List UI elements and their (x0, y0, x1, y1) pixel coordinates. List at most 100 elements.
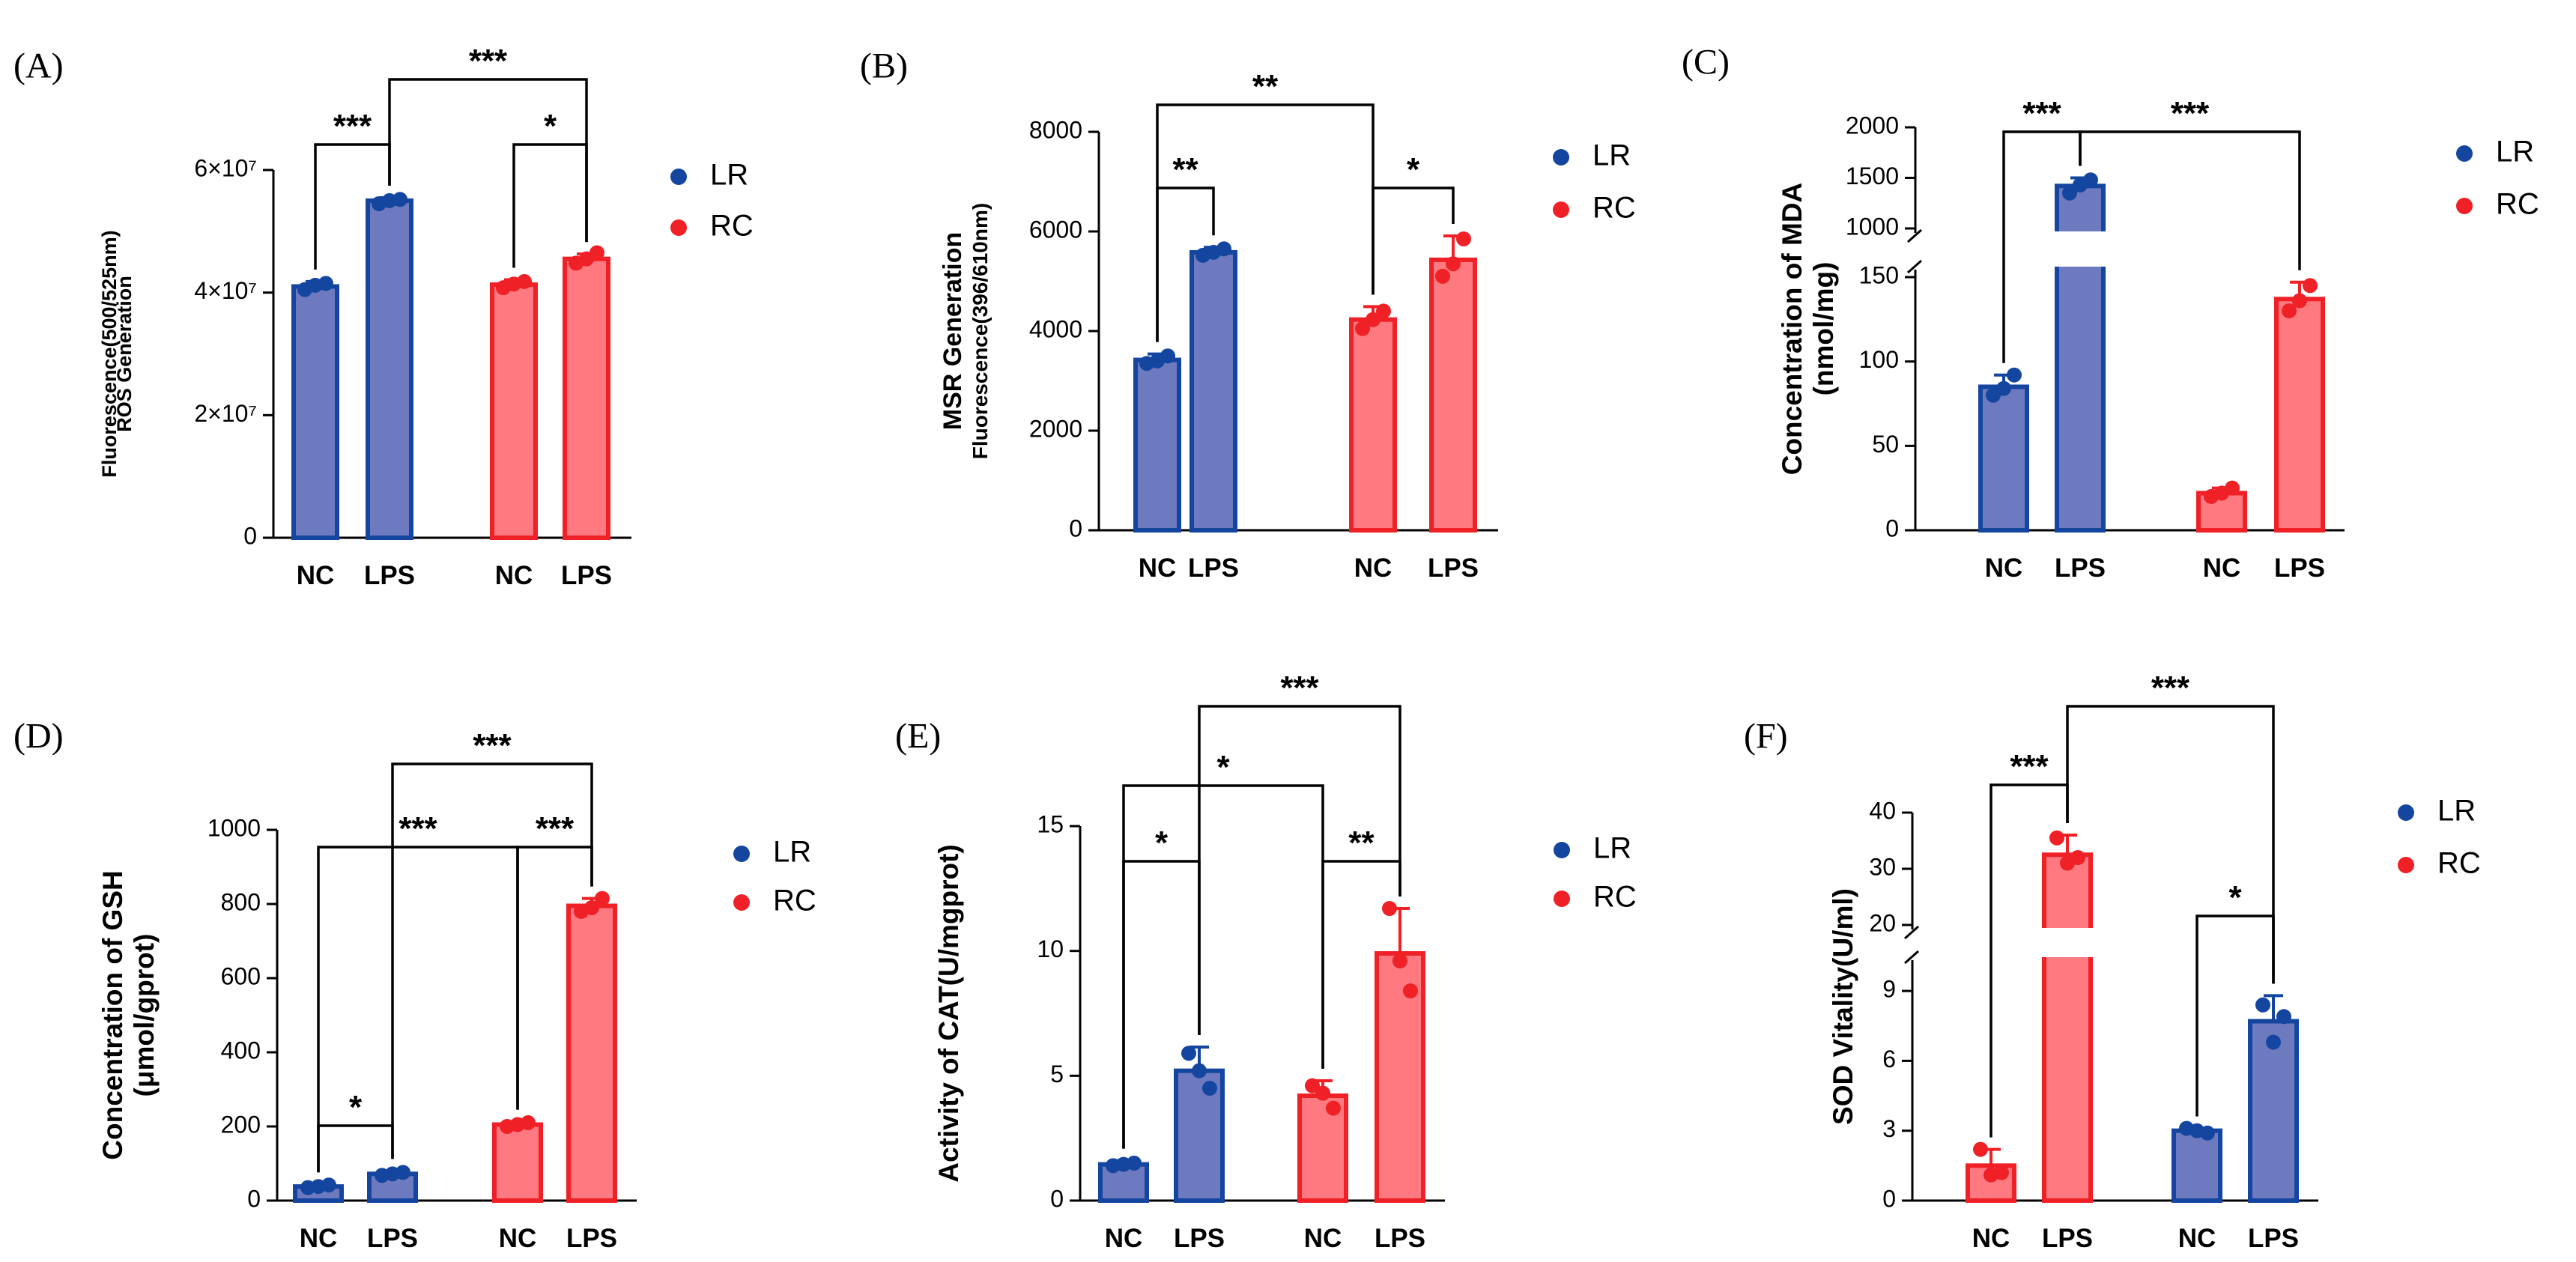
x-tick-label: LPS (2248, 1224, 2299, 1253)
y-tick-label: 4×10⁷ (194, 277, 257, 304)
data-point (2073, 177, 2088, 192)
x-tick-label: LPS (1375, 1224, 1425, 1253)
significance-label: * (349, 1089, 363, 1126)
significance-label: * (1155, 825, 1169, 861)
chart-panel-a: (A) 0 2×10⁷ 4×10⁷ 6×10⁷ ROS GenerationFluores… (13, 43, 754, 590)
y-tick-label: 0 (243, 522, 257, 549)
y-axis-label: (nmol/mg) (1808, 262, 1839, 396)
y-tick-label: 6 (1882, 1046, 1896, 1073)
panel-label: (F) (1744, 717, 1788, 756)
significance-bracket (2066, 705, 2275, 984)
data-point (2255, 997, 2270, 1013)
y-tick-label: 6×10⁷ (194, 154, 257, 181)
data-point (1973, 1141, 1988, 1157)
data-point (1150, 353, 1165, 368)
bar (2248, 1019, 2299, 1204)
significance-label: *** (469, 43, 508, 79)
x-tick-label: LPS (1188, 553, 1239, 583)
y-tick-label: 10 (1037, 935, 1064, 962)
data-point (584, 900, 599, 915)
bar (2042, 852, 2093, 1203)
x-tick-label: LPS (566, 1224, 617, 1253)
significance-bracket (2079, 130, 2301, 270)
y-tick-label: 0 (1882, 1185, 1896, 1212)
bar (566, 903, 617, 1203)
legend-label: RC (2437, 847, 2481, 880)
y-tick-label: 2000 (1846, 112, 1899, 139)
panel-label: (D) (13, 717, 64, 756)
legend-label: RC (2496, 188, 2539, 221)
bar (1429, 257, 1477, 533)
significance-label: * (1407, 151, 1420, 188)
y-tick-label: 20 (1869, 909, 1896, 936)
y-axis-label: Concentration of GSH (97, 870, 128, 1159)
data-point (2060, 855, 2075, 871)
data-point (510, 1117, 525, 1132)
legend-marker (2456, 145, 2473, 162)
legend-label: LR (773, 836, 811, 869)
data-point (1382, 901, 1397, 916)
legend-label: LR (1593, 832, 1631, 865)
y-tick-label: 2000 (1029, 415, 1082, 442)
significance-label: *** (2022, 95, 2061, 132)
data-point (1435, 268, 1450, 284)
data-point (1996, 380, 2011, 396)
legend-marker (2398, 857, 2414, 873)
y-tick-label: 1500 (1846, 163, 1899, 189)
significance-bracket (1122, 784, 1324, 1149)
significance-label: * (1216, 749, 1230, 786)
data-point (579, 251, 594, 267)
x-tick-label: NC (2203, 553, 2241, 583)
bar-break-gap (2040, 928, 2094, 957)
y-axis-label: Fluorescence(500/525nm) (98, 230, 121, 477)
bar-break-gap (2053, 231, 2107, 267)
data-point (595, 891, 610, 906)
chart-panel-f: (F) 0 3 6 9 20 30 40 SOD Vitality(U/ml) NC LPS NC LP… (1744, 670, 2481, 1253)
legend-label: LR (1592, 139, 1631, 172)
data-point (1456, 231, 1471, 246)
x-tick-label: NC (495, 561, 533, 590)
y-tick-label: 0 (1050, 1185, 1064, 1212)
bar (1133, 357, 1181, 533)
bar (2172, 1128, 2222, 1203)
y-axis-label: MSR Generation (939, 232, 967, 430)
legend-marker (733, 846, 750, 862)
y-tick-label: 8000 (1029, 116, 1082, 143)
data-point (2189, 1123, 2204, 1138)
significance-bracket (391, 762, 593, 1159)
y-tick-label: 1000 (207, 814, 261, 841)
significance-label: * (2228, 879, 2242, 916)
axis-break-mark (1904, 950, 1919, 965)
y-tick-label: 15 (1037, 810, 1064, 837)
data-point (1206, 244, 1221, 260)
chart-panel-b: (B) 0 2000 4000 6000 8000 MSR Generation Fluore… (860, 46, 1636, 583)
y-tick-label: 400 (221, 1037, 261, 1064)
bar (2274, 297, 2325, 533)
legend-label: LR (2437, 795, 2476, 828)
y-tick-label: 3 (1882, 1115, 1896, 1142)
data-point (506, 276, 521, 292)
y-tick-label: 6000 (1029, 216, 1082, 243)
data-point (1366, 312, 1381, 327)
significance-bracket (317, 1124, 394, 1173)
y-tick-label: 100 (1859, 346, 1899, 373)
significance-bracket (512, 143, 588, 268)
x-tick-label: NC (2178, 1224, 2216, 1253)
legend-label: RC (710, 210, 754, 243)
panel-label: (E) (895, 717, 941, 756)
y-tick-label: 40 (1869, 797, 1896, 824)
data-point (2292, 293, 2307, 309)
legend-marker (2456, 198, 2473, 214)
y-tick-label: 1000 (1846, 213, 1899, 240)
data-point (1192, 1063, 1207, 1079)
data-point (1355, 321, 1370, 336)
x-tick-label: NC (297, 561, 335, 590)
y-axis-label: Activity of CAT(U/mgprot) (933, 844, 964, 1183)
significance-label: *** (2171, 95, 2210, 132)
y-tick-label: 0 (1069, 515, 1082, 541)
panel-label: (B) (860, 46, 908, 86)
legend-marker (1554, 891, 1570, 907)
data-point (1403, 983, 1418, 998)
x-tick-label: NC (300, 1224, 338, 1253)
